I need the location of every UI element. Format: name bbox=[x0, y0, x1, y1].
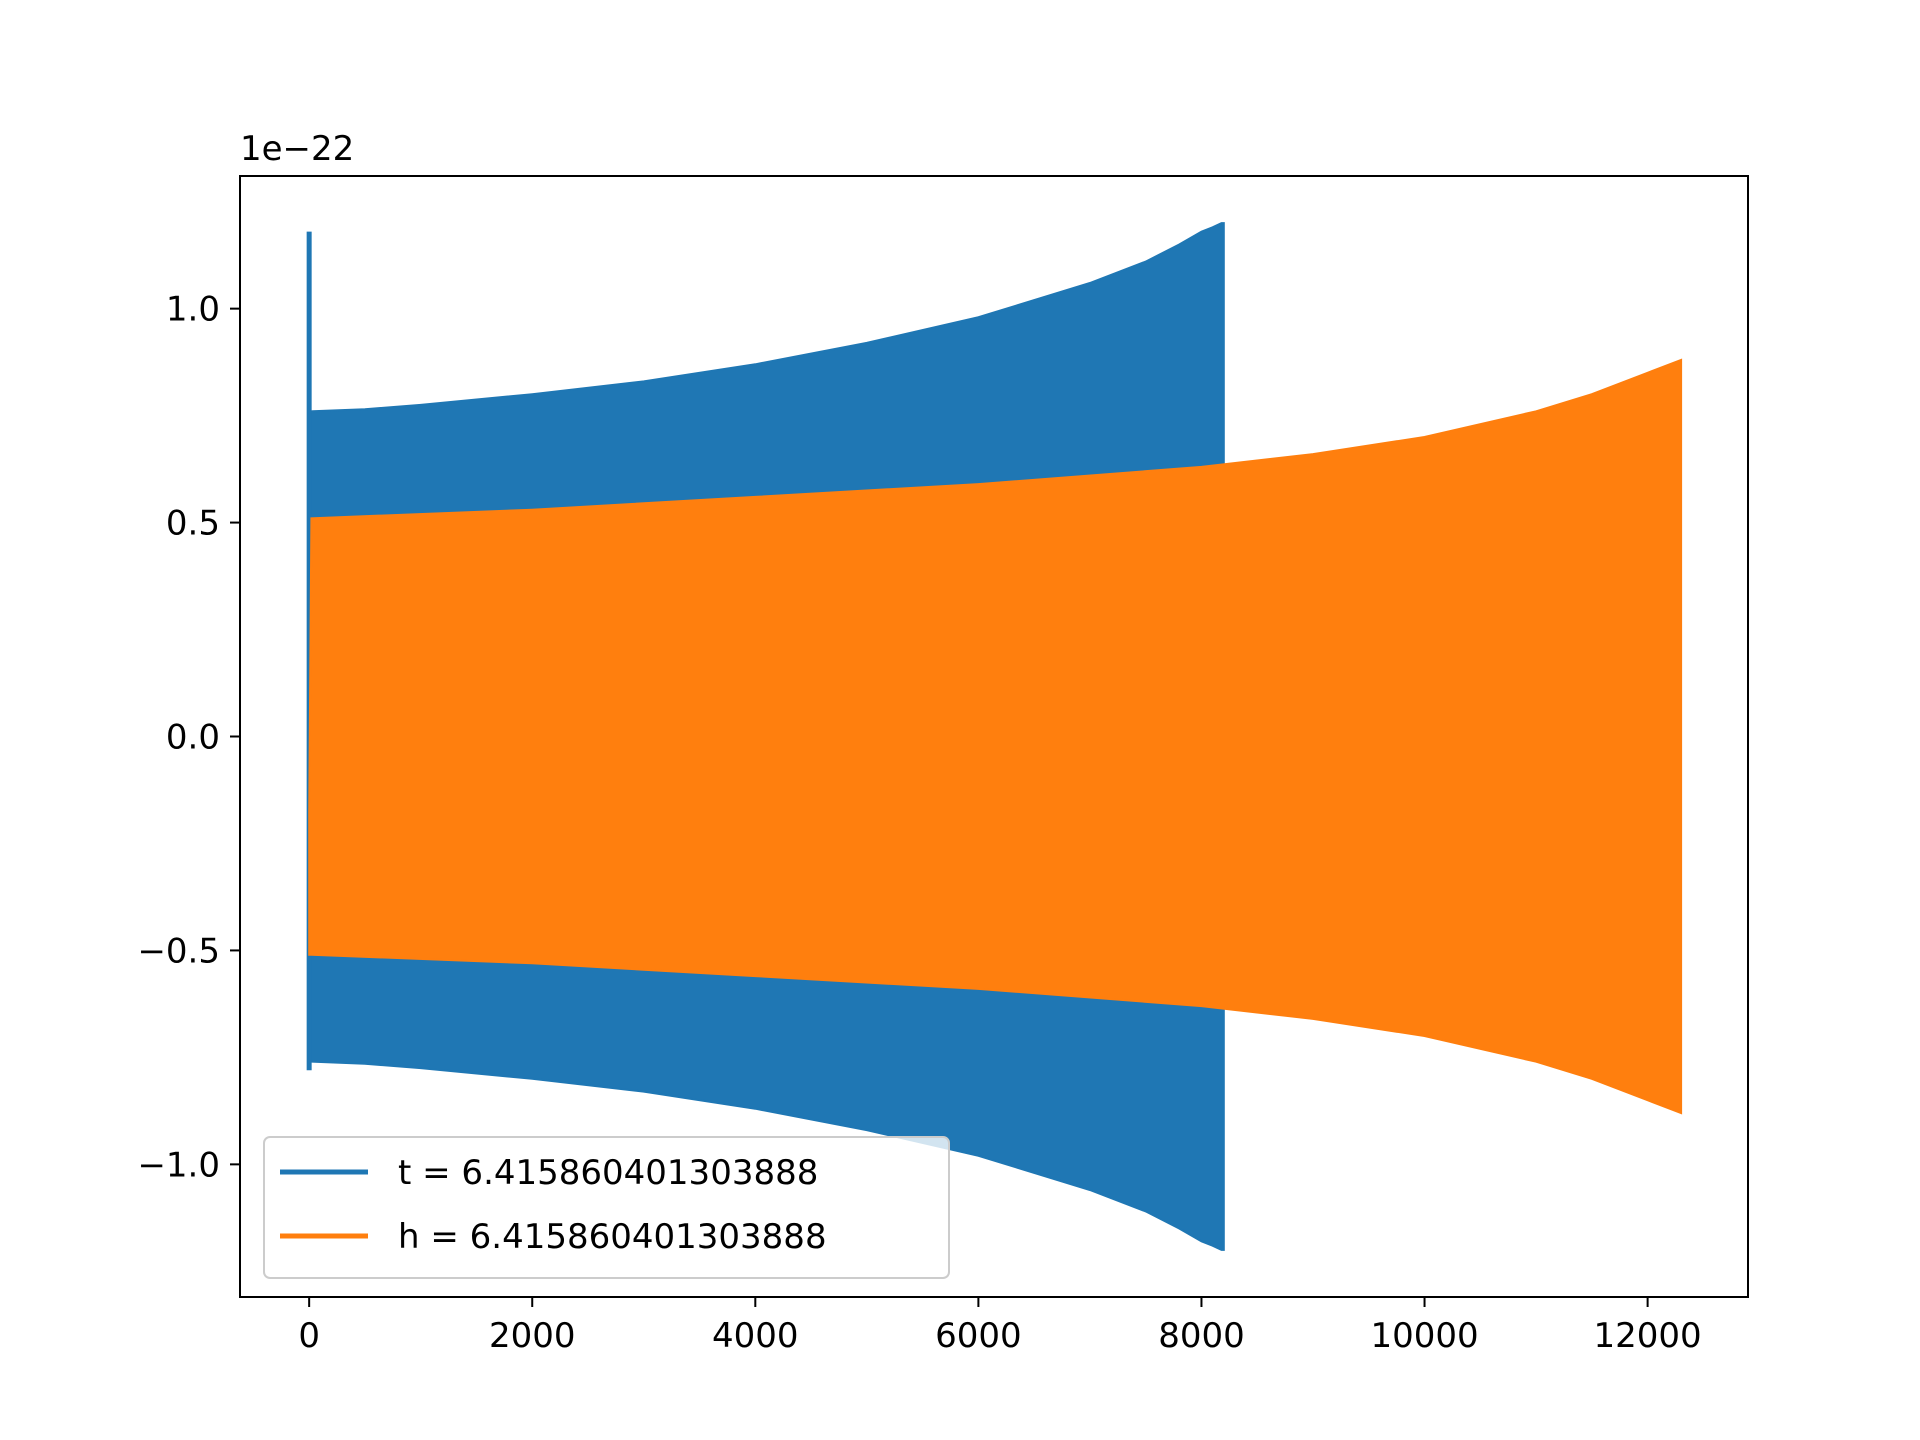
y-tick-label: 0.0 bbox=[166, 718, 220, 758]
y-tick-label: −1.0 bbox=[137, 1145, 220, 1185]
x-tick-label: 2000 bbox=[489, 1316, 576, 1356]
y-offset-label: 1e−22 bbox=[240, 129, 354, 169]
series-layer bbox=[306, 222, 1683, 1251]
y-tick-label: −0.5 bbox=[137, 931, 220, 971]
x-tick-label: 4000 bbox=[712, 1316, 799, 1356]
legend: t = 6.415860401303888 h = 6.415860401303… bbox=[263, 1136, 950, 1279]
legend-label-h: h = 6.415860401303888 bbox=[398, 1217, 827, 1257]
x-tick-label: 12000 bbox=[1594, 1316, 1702, 1356]
x-axis-ticks: 0 2000 4000 6000 8000 10000 12000 bbox=[298, 1297, 1702, 1356]
y-tick-label: 1.0 bbox=[166, 290, 220, 330]
y-axis-ticks: 1.0 0.5 0.0 −0.5 −1.0 bbox=[137, 290, 240, 1185]
legend-label-t: t = 6.415860401303888 bbox=[398, 1153, 818, 1193]
x-tick-label: 0 bbox=[298, 1316, 320, 1356]
x-tick-label: 6000 bbox=[935, 1316, 1022, 1356]
x-tick-label: 8000 bbox=[1158, 1316, 1245, 1356]
legend-box bbox=[263, 1136, 950, 1279]
series-h-band bbox=[308, 358, 1683, 1115]
y-tick-label: 0.5 bbox=[166, 504, 220, 544]
x-tick-label: 10000 bbox=[1370, 1316, 1478, 1356]
